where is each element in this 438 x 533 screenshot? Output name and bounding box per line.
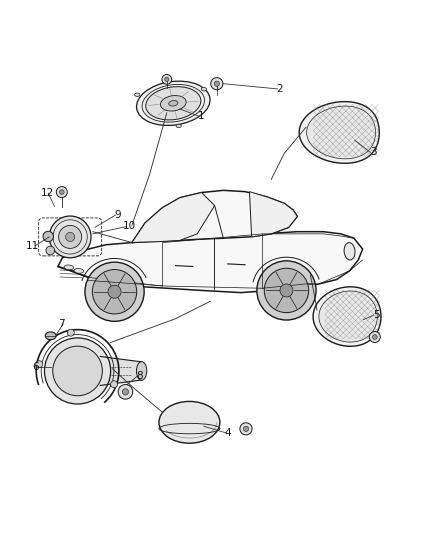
Circle shape <box>165 77 169 82</box>
Circle shape <box>214 81 219 86</box>
Circle shape <box>110 381 117 387</box>
Circle shape <box>85 262 144 321</box>
Text: 12: 12 <box>40 188 54 198</box>
Circle shape <box>211 78 223 90</box>
Circle shape <box>66 232 75 241</box>
Circle shape <box>162 75 172 84</box>
Circle shape <box>59 225 81 248</box>
Polygon shape <box>313 287 381 346</box>
Text: 9: 9 <box>115 210 121 220</box>
Text: 4: 4 <box>224 428 231 438</box>
Text: 7: 7 <box>58 319 65 329</box>
Circle shape <box>369 332 380 343</box>
Polygon shape <box>299 102 379 163</box>
Polygon shape <box>132 190 297 243</box>
Text: 5: 5 <box>373 310 380 320</box>
Circle shape <box>118 384 133 399</box>
Circle shape <box>280 284 293 297</box>
Circle shape <box>36 361 43 368</box>
Circle shape <box>43 231 53 241</box>
Circle shape <box>372 335 377 340</box>
Text: 10: 10 <box>123 221 136 231</box>
Text: 11: 11 <box>26 240 39 251</box>
Ellipse shape <box>176 124 181 128</box>
Polygon shape <box>100 357 141 385</box>
Circle shape <box>49 216 91 258</box>
Text: 6: 6 <box>32 362 39 373</box>
Circle shape <box>60 190 64 195</box>
Ellipse shape <box>45 338 111 404</box>
Ellipse shape <box>74 269 84 273</box>
Ellipse shape <box>146 87 201 120</box>
Circle shape <box>108 285 121 298</box>
Circle shape <box>244 426 249 431</box>
Ellipse shape <box>45 332 56 340</box>
Circle shape <box>92 270 137 314</box>
Circle shape <box>257 261 316 320</box>
Ellipse shape <box>53 346 102 396</box>
Polygon shape <box>250 192 297 237</box>
Circle shape <box>67 329 74 336</box>
Ellipse shape <box>134 93 140 96</box>
Ellipse shape <box>159 401 220 443</box>
Text: 2: 2 <box>277 84 283 94</box>
Text: 1: 1 <box>198 111 205 122</box>
Circle shape <box>57 187 67 198</box>
Circle shape <box>122 389 129 395</box>
Circle shape <box>240 423 252 435</box>
Ellipse shape <box>137 81 210 125</box>
Ellipse shape <box>137 362 147 380</box>
Text: 8: 8 <box>137 371 143 381</box>
Polygon shape <box>58 232 363 293</box>
Polygon shape <box>319 291 377 342</box>
Circle shape <box>264 268 309 313</box>
Text: 3: 3 <box>370 148 377 157</box>
Ellipse shape <box>169 101 178 106</box>
Ellipse shape <box>64 265 74 270</box>
Ellipse shape <box>344 243 355 260</box>
Ellipse shape <box>160 95 186 111</box>
Circle shape <box>46 246 55 255</box>
Polygon shape <box>307 106 375 159</box>
Ellipse shape <box>201 87 207 91</box>
Polygon shape <box>132 192 215 243</box>
